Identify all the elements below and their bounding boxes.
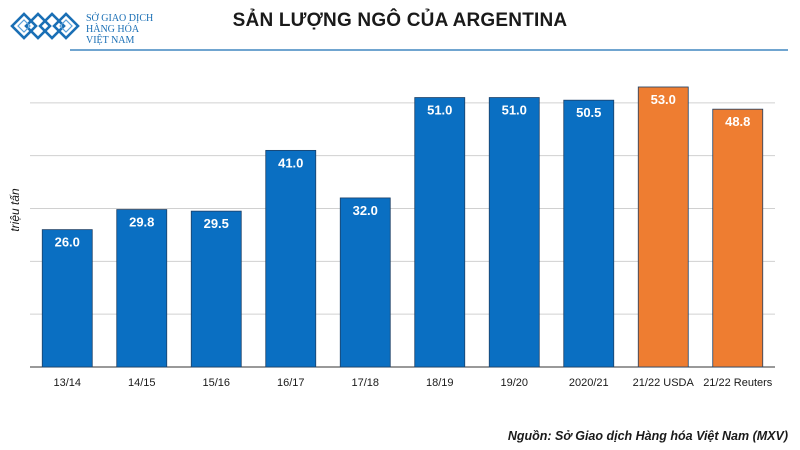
bar-13-14 [41, 229, 93, 368]
logo-icon [10, 12, 80, 40]
data-label: 51.0 [502, 103, 527, 118]
data-label: 48.8 [725, 114, 750, 129]
logo-line-3: VIỆT NAM [86, 35, 135, 46]
x-tick-label: 15/16 [202, 377, 230, 389]
logo-line-1: SỞ GIAO DỊCH [86, 13, 154, 24]
x-tick-label: 13/14 [53, 377, 81, 389]
data-label: 29.5 [204, 216, 229, 231]
x-tick-label: 19/20 [500, 377, 528, 389]
data-label: 32.0 [353, 203, 378, 218]
logo-text: SỞ GIAO DỊCH HÀNG HÓA VIỆT NAM [86, 13, 153, 46]
bar-18-19 [414, 97, 466, 368]
logo-line-2: HÀNG HÓA [86, 24, 140, 35]
bar-2020-21 [563, 99, 615, 368]
logo: SỞ GIAO DỊCH HÀNG HÓA VIỆT NAM [8, 6, 238, 46]
bar-21-22-usda [637, 86, 689, 368]
data-label: 50.5 [576, 105, 601, 120]
data-label: 41.0 [278, 155, 303, 170]
data-label: 53.0 [651, 92, 676, 107]
data-label: 26.0 [55, 235, 80, 250]
x-tick-label: 21/22 USDA [633, 377, 695, 389]
bars: 26.0 29.8 29.5 41.0 32.0 51.0 51.0 50.5 53.0 48.8 [41, 86, 764, 368]
source-note: Nguồn: Sở Giao dịch Hàng hóa Việt Nam (M… [507, 429, 788, 443]
chart-title: SẢN LƯỢNG NGÔ CỦA ARGENTINA [232, 10, 568, 31]
data-label: 51.0 [427, 103, 452, 118]
y-axis-label: triệu tấn [8, 188, 22, 232]
bar-15-16 [190, 210, 242, 368]
bar-14-15 [116, 209, 168, 368]
bar-17-18 [339, 197, 391, 368]
data-label: 29.8 [129, 215, 154, 230]
x-tick-label: 18/19 [426, 377, 454, 389]
bar-21-22-reuters [712, 108, 764, 368]
x-tick-label: 16/17 [277, 377, 305, 389]
x-tick-labels: 13/14 14/15 15/16 16/17 17/18 18/19 19/20 2020/… [53, 377, 772, 389]
bar-16-17 [265, 149, 317, 368]
x-tick-label: 21/22 Reuters [703, 377, 773, 389]
x-tick-label: 14/15 [128, 377, 156, 389]
x-tick-label: 2020/21 [569, 377, 609, 389]
x-tick-label: 17/18 [351, 377, 379, 389]
bar-19-20 [488, 97, 540, 368]
